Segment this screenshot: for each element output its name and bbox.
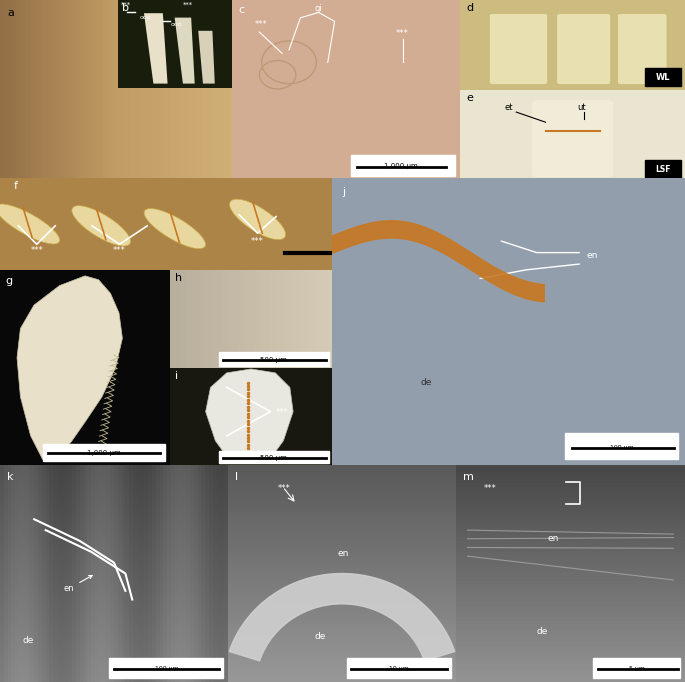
- Text: 1 cm: 1 cm: [170, 234, 192, 243]
- Text: ooo: ooo: [171, 23, 183, 27]
- Text: 100 μm: 100 μm: [155, 666, 178, 672]
- Text: m: m: [463, 471, 474, 481]
- Bar: [219, 451, 329, 463]
- PathPatch shape: [17, 276, 123, 461]
- Text: ***: ***: [396, 29, 409, 38]
- Text: de: de: [23, 636, 34, 645]
- Text: ***: ***: [121, 2, 130, 8]
- Text: en: en: [586, 252, 597, 261]
- Text: 5 μm: 5 μm: [629, 666, 645, 672]
- Bar: [110, 658, 223, 678]
- Text: f: f: [14, 181, 18, 191]
- Polygon shape: [198, 31, 215, 84]
- Text: en: en: [64, 576, 92, 593]
- Text: h: h: [175, 273, 182, 283]
- Bar: [42, 443, 165, 461]
- FancyBboxPatch shape: [617, 14, 667, 85]
- Text: de: de: [536, 627, 547, 636]
- FancyBboxPatch shape: [489, 14, 548, 85]
- Text: 100 μm: 100 μm: [610, 445, 634, 450]
- Ellipse shape: [229, 199, 286, 239]
- Text: k: k: [7, 471, 13, 481]
- Text: de: de: [421, 378, 432, 387]
- Text: en: en: [547, 534, 559, 543]
- Ellipse shape: [0, 204, 60, 244]
- Ellipse shape: [72, 206, 131, 246]
- Bar: [565, 434, 678, 459]
- Text: d: d: [466, 3, 474, 13]
- Text: ***: ***: [30, 246, 43, 256]
- Text: c: c: [239, 5, 245, 15]
- Text: ***: ***: [251, 237, 264, 246]
- Text: ***: ***: [183, 2, 193, 8]
- Text: WL: WL: [656, 73, 670, 82]
- Text: 1 cm: 1 cm: [351, 235, 375, 244]
- Text: LSF: LSF: [655, 164, 670, 174]
- FancyBboxPatch shape: [557, 14, 611, 85]
- PathPatch shape: [206, 369, 293, 463]
- Bar: [351, 155, 456, 176]
- Text: e: e: [466, 93, 473, 103]
- Polygon shape: [229, 574, 455, 661]
- Text: en: en: [338, 549, 349, 558]
- Text: ooo: ooo: [139, 16, 151, 20]
- Text: 500 μm: 500 μm: [260, 455, 287, 461]
- Bar: [645, 160, 680, 178]
- Polygon shape: [175, 18, 195, 84]
- Text: ***: ***: [275, 408, 288, 417]
- Text: g: g: [5, 276, 12, 286]
- Text: ***: ***: [278, 484, 291, 493]
- Ellipse shape: [144, 209, 206, 249]
- FancyBboxPatch shape: [532, 100, 613, 177]
- Text: ut: ut: [577, 103, 586, 113]
- Text: a: a: [7, 8, 14, 18]
- Text: l: l: [235, 471, 238, 481]
- Text: ***: ***: [113, 246, 126, 256]
- Polygon shape: [144, 13, 168, 84]
- Text: ***: ***: [484, 484, 496, 493]
- Text: 10 μm: 10 μm: [389, 666, 409, 672]
- Text: b: b: [121, 3, 129, 13]
- Text: j: j: [342, 187, 346, 196]
- Bar: [645, 68, 680, 87]
- Text: 500 μm: 500 μm: [260, 357, 287, 363]
- Text: de: de: [314, 632, 326, 640]
- Text: 1,000 μm: 1,000 μm: [87, 450, 121, 456]
- Text: gi: gi: [315, 3, 323, 13]
- Text: 1,000 μm: 1,000 μm: [384, 162, 418, 168]
- Bar: [219, 353, 329, 366]
- Text: i: i: [175, 371, 178, 381]
- Bar: [593, 658, 680, 678]
- Bar: [347, 658, 451, 678]
- Text: et: et: [505, 103, 514, 113]
- Text: ***: ***: [255, 20, 268, 29]
